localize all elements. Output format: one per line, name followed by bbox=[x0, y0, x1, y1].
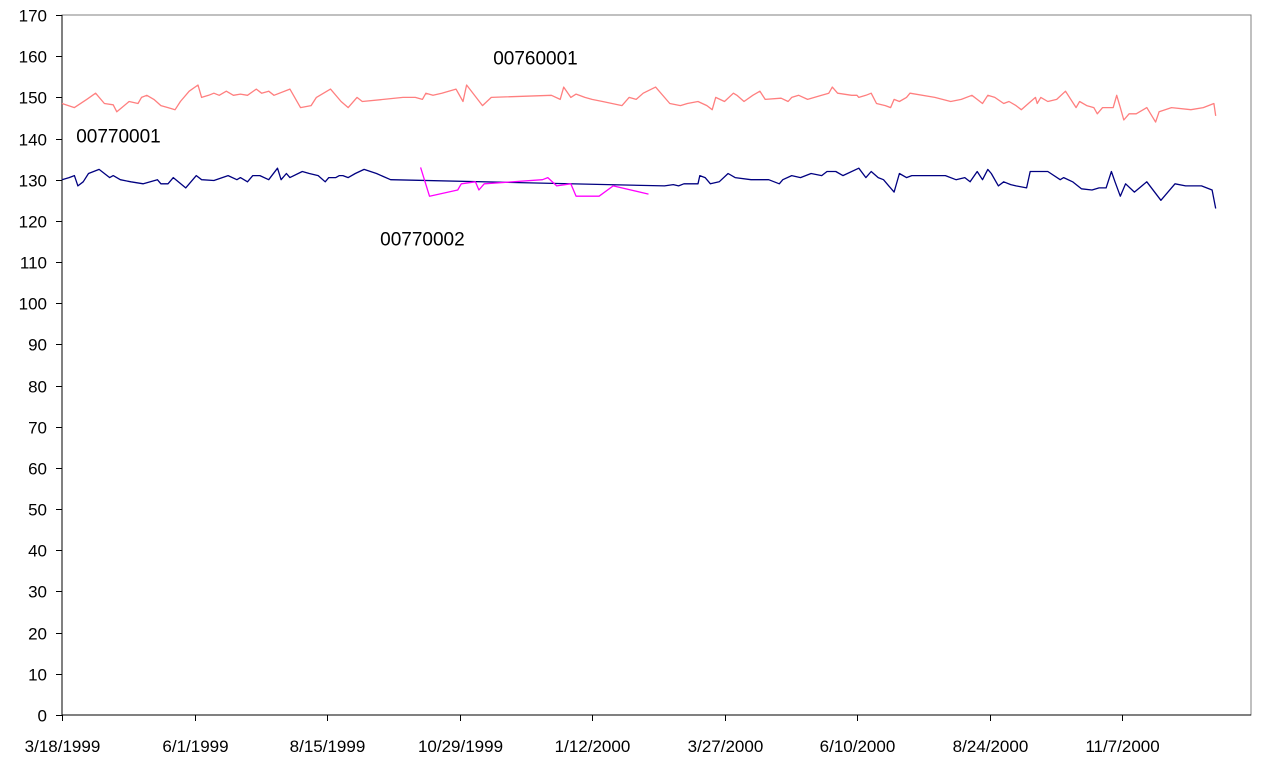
y-tick-label: 110 bbox=[20, 254, 47, 273]
y-tick-label: 70 bbox=[28, 419, 47, 438]
x-tick-label: 8/24/2000 bbox=[953, 737, 1029, 756]
x-tick-label: 10/29/1999 bbox=[418, 737, 503, 756]
y-tick-label: 160 bbox=[19, 48, 47, 67]
y-tick-label: 150 bbox=[19, 89, 47, 108]
series-label-00770002: 00770002 bbox=[380, 230, 465, 251]
series-line-00760001 bbox=[61, 84, 1217, 123]
x-tick-label: 3/18/1999 bbox=[25, 737, 101, 756]
x-tick-label: 8/15/1999 bbox=[290, 737, 366, 756]
series-line-00770001 bbox=[61, 167, 1217, 209]
x-tick-label: 11/7/2000 bbox=[1085, 737, 1159, 756]
y-tick-label: 50 bbox=[28, 501, 47, 520]
y-tick-label: 100 bbox=[19, 295, 47, 314]
y-tick-label: 90 bbox=[28, 336, 47, 355]
y-tick-label: 0 bbox=[38, 707, 47, 726]
y-tick-label: 10 bbox=[28, 666, 47, 685]
series-line-00770002 bbox=[419, 167, 649, 197]
series-lines bbox=[61, 84, 1217, 209]
plot-area bbox=[61, 14, 1252, 716]
y-tick-label: 130 bbox=[19, 172, 47, 191]
y-tick-label: 80 bbox=[28, 378, 47, 397]
x-tick-label: 6/1/1999 bbox=[162, 737, 228, 756]
y-tick-label: 20 bbox=[28, 625, 47, 644]
y-tick-label: 170 bbox=[19, 7, 47, 26]
y-tick-label: 140 bbox=[19, 131, 47, 150]
y-tick-label: 120 bbox=[19, 213, 47, 232]
y-tick-label: 40 bbox=[28, 542, 47, 561]
y-tick-label: 30 bbox=[28, 583, 47, 602]
series-label-00760001: 00760001 bbox=[493, 48, 578, 69]
x-tick-label: 6/10/2000 bbox=[820, 737, 896, 756]
y-tick-label: 60 bbox=[28, 460, 47, 479]
series-label-00770001: 00770001 bbox=[76, 127, 161, 148]
series-labels: 00760001 00770001 00770002 bbox=[76, 48, 578, 250]
x-tick-label: 1/12/2000 bbox=[555, 737, 631, 756]
x-axis-ticks: 3/18/1999 6/1/1999 8/15/1999 10/29/1999 1/12… bbox=[25, 715, 1160, 756]
x-tick-label: 3/27/2000 bbox=[688, 737, 764, 756]
y-axis-ticks: 0 10 20 30 40 50 60 70 80 90 100 110 120 130 140 150 160… bbox=[19, 7, 62, 726]
